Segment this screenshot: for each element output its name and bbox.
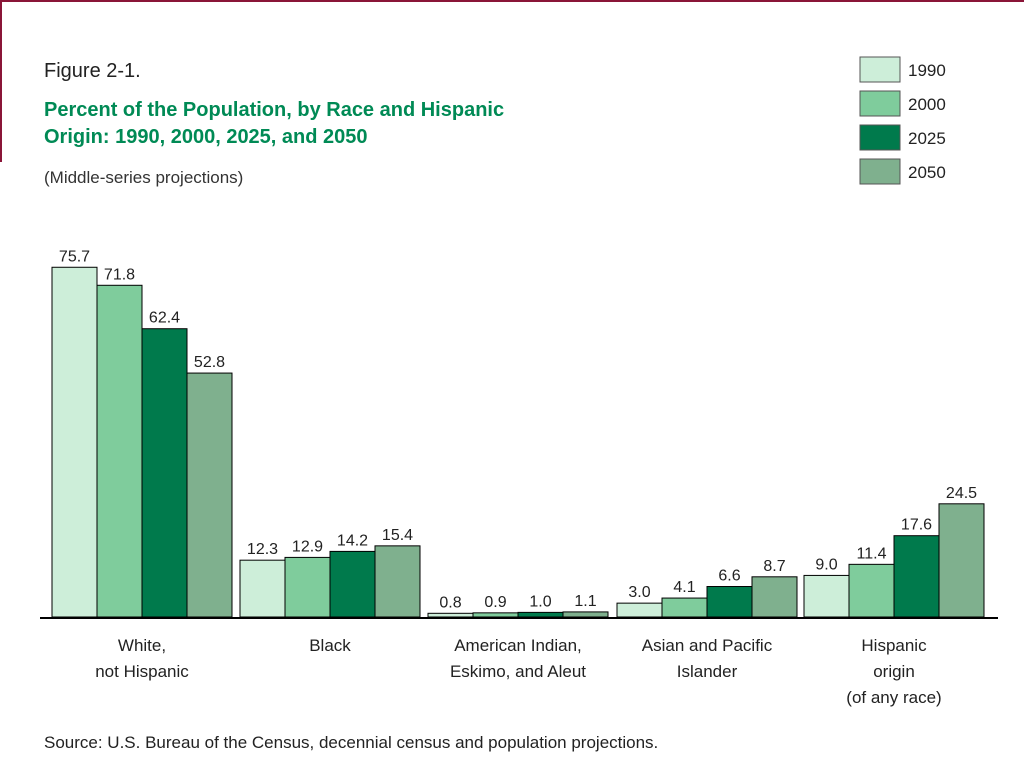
bar-2025-cat-0 (141, 328, 188, 618)
bar-2025-cat-2 (517, 611, 564, 618)
bar-1990-cat-0 (51, 266, 98, 618)
value-label-2000-cat-4: 11.4 (857, 545, 887, 562)
value-label-1990-cat-0: 75.7 (59, 248, 90, 265)
bar-1990-cat-2 (427, 612, 474, 618)
source-note: Source: U.S. Bureau of the Census, decen… (44, 733, 659, 752)
bar-1990-cat-1 (239, 559, 286, 618)
bar-2025-cat-4 (893, 535, 940, 618)
value-label-2025-cat-4: 17.6 (901, 517, 932, 534)
chart-subtitle: (Middle-series projections) (44, 168, 244, 187)
value-label-2050-cat-3: 8.7 (763, 558, 785, 575)
bar-2025-cat-3 (706, 586, 753, 618)
bar-2050-cat-1 (374, 545, 421, 618)
frame-left-border (0, 0, 2, 162)
bar-1990-cat-4 (803, 574, 850, 618)
legend-swatch-2000 (859, 90, 901, 117)
legend-swatch-1990 (859, 56, 901, 83)
bar-2000-cat-1 (284, 556, 331, 618)
value-label-2050-cat-4: 24.5 (946, 485, 977, 502)
value-label-2025-cat-0: 62.4 (149, 310, 180, 327)
legend-swatch-2025 (859, 124, 901, 151)
chart-title: Percent of the Population, by Race and H… (44, 97, 604, 151)
legend-swatch-2050 (859, 158, 901, 185)
value-label-2025-cat-1: 14.2 (337, 532, 368, 549)
frame-top-border (0, 0, 1024, 2)
bar-2000-cat-4 (848, 563, 895, 618)
value-label-2000-cat-2: 0.9 (484, 594, 506, 611)
figure-label: Figure 2-1. (44, 60, 141, 82)
category-label-3: Asian and Pacific Islander (642, 636, 773, 681)
bar-2025-cat-1 (329, 550, 376, 618)
legend-label-2025: 2025 (908, 129, 946, 148)
value-label-2025-cat-2: 1.0 (529, 593, 551, 610)
category-label-0: White, not Hispanic (95, 636, 189, 681)
bar-2000-cat-3 (661, 597, 708, 618)
bar-2050-cat-0 (186, 372, 233, 618)
value-label-1990-cat-2: 0.8 (439, 594, 461, 611)
value-label-2000-cat-1: 12.9 (292, 538, 323, 555)
value-label-2050-cat-1: 15.4 (382, 527, 413, 544)
bar-2050-cat-4 (938, 503, 985, 618)
bar-2000-cat-0 (96, 284, 143, 618)
category-label-1: Black (309, 636, 351, 655)
legend-label-2050: 2050 (908, 163, 946, 182)
legend-label-1990: 1990 (908, 61, 946, 80)
value-label-1990-cat-3: 3.0 (628, 584, 650, 601)
legend-label-2000: 2000 (908, 95, 946, 114)
chart-title-line-2: Origin: 1990, 2000, 2025, and 2050 (44, 126, 368, 148)
category-label-2: American Indian, Eskimo, and Aleut (450, 636, 586, 681)
value-label-1990-cat-4: 9.0 (815, 556, 837, 573)
value-label-2050-cat-2: 1.1 (574, 593, 596, 610)
bar-2050-cat-2 (562, 611, 609, 618)
bar-2000-cat-2 (472, 612, 519, 618)
value-label-2000-cat-0: 71.8 (104, 266, 135, 283)
value-label-2025-cat-3: 6.6 (718, 568, 740, 585)
bar-2050-cat-3 (751, 576, 798, 618)
value-label-2050-cat-0: 52.8 (194, 354, 225, 371)
bar-1990-cat-3 (616, 602, 663, 618)
value-label-2000-cat-3: 4.1 (673, 579, 695, 596)
category-label-4: Hispanic origin (of any race) (846, 636, 941, 707)
value-label-1990-cat-1: 12.3 (247, 541, 278, 558)
chart-title-line-1: Percent of the Population, by Race and H… (44, 99, 505, 121)
